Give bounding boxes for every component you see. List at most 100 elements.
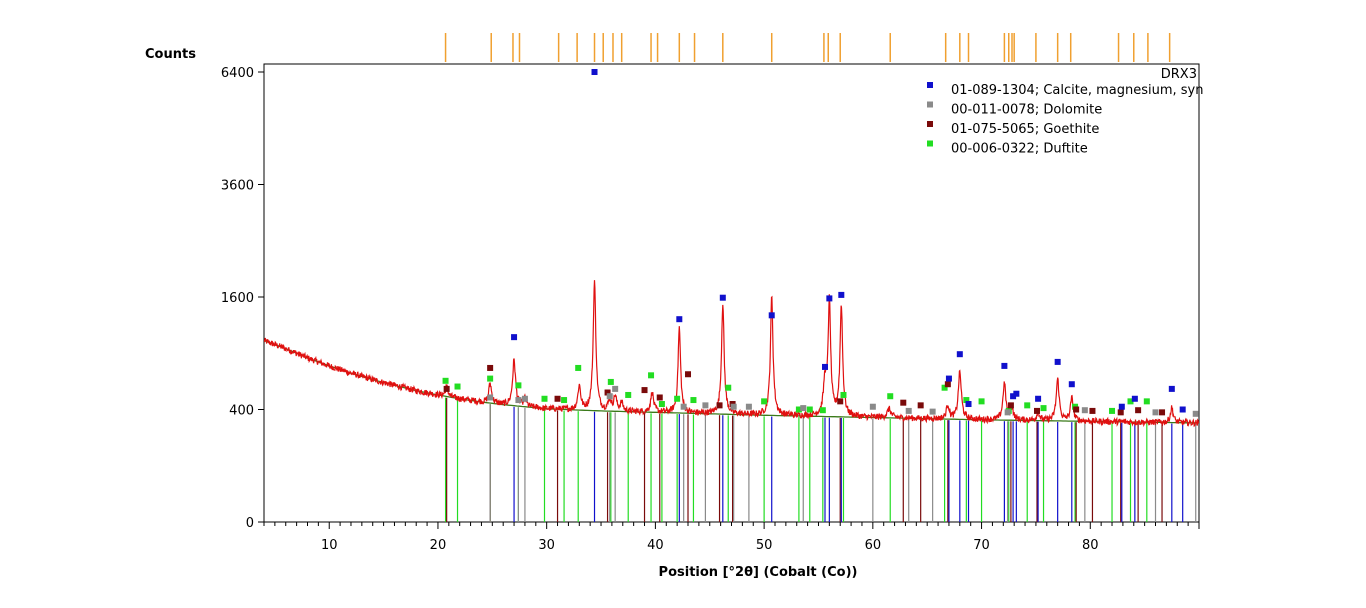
dolomite-reference-marker (521, 395, 528, 402)
goethite-reference-marker (443, 385, 450, 392)
goethite-reference-marker (1135, 407, 1142, 414)
calcite-reference-marker (768, 312, 775, 319)
y-tick-label: 400 (229, 404, 254, 419)
legend: 01-089-1304; Calcite, magnesium, syn 00-0… (927, 82, 1203, 157)
calcite-reference-marker (965, 401, 972, 408)
calcite-reference-marker (945, 375, 952, 382)
x-tick-label: 60 (865, 538, 882, 553)
dolomite-reference-marker (1004, 409, 1011, 416)
dolomite-reference-marker (487, 394, 494, 401)
duftite-reference-marker (625, 391, 632, 398)
goethite-reference-marker (1034, 407, 1041, 414)
duftite-reference-marker (454, 383, 461, 390)
calcite-reference-marker (719, 294, 726, 301)
duftite-reference-marker (963, 397, 970, 404)
goethite-reference-marker (944, 381, 951, 388)
calcite-reference-marker (511, 334, 518, 341)
goethite-reference-marker (837, 398, 844, 405)
axes: 0 400 1600 3600 6400 10 20 30 40 50 60 70 80 (221, 66, 1200, 553)
goethite-legend-label: 01-075-5065; Goethite (951, 122, 1099, 137)
duftite-reference-marker (819, 407, 826, 414)
dolomite-reference-marker (730, 403, 737, 410)
duftite-reference-marker (442, 377, 449, 384)
goethite-reference-marker (487, 364, 494, 371)
duftite-reference-marker (690, 397, 697, 404)
dolomite-reference-marker (745, 403, 752, 410)
dolomite-legend-marker (927, 101, 933, 108)
goethite-reference-marker (604, 389, 611, 396)
calcite-reference-marker (1131, 395, 1138, 402)
duftite-reference-marker (941, 384, 948, 391)
x-axis-title: Position [°2θ] (Cobalt (Co)) (659, 565, 858, 580)
calcite-reference-marker (1168, 385, 1175, 392)
reference-peak-lines (444, 397, 1197, 522)
peak-list-markers (444, 33, 1171, 62)
dolomite-reference-marker (905, 407, 912, 414)
dolomite-reference-marker (800, 405, 807, 412)
dolomite-reference-marker (1192, 410, 1199, 417)
y-axis-title: Counts (145, 47, 196, 62)
goethite-legend-marker (927, 121, 933, 127)
duftite-reference-marker (648, 372, 655, 379)
duftite-reference-marker (674, 395, 681, 402)
goethite-reference-marker (656, 394, 663, 401)
goethite-reference-marker (554, 395, 561, 402)
calcite-legend-label: 01-089-1304; Calcite, magnesium, syn (951, 83, 1203, 98)
x-tick-label: 10 (321, 538, 338, 553)
y-tick-label: 3600 (221, 179, 254, 194)
calcite-reference-marker (1010, 393, 1017, 400)
duftite-reference-marker (795, 406, 802, 413)
calcite-reference-marker (676, 316, 683, 323)
x-tick-label: 80 (1082, 538, 1099, 553)
goethite-reference-marker (641, 387, 648, 394)
calcite-reference-marker (1118, 403, 1125, 410)
dolomite-reference-marker (702, 402, 709, 409)
y-tick-label: 0 (246, 516, 254, 531)
x-tick-label: 40 (647, 538, 664, 553)
duftite-legend-marker (927, 140, 933, 147)
goethite-reference-marker (1159, 409, 1166, 416)
calcite-reference-marker (1054, 358, 1061, 365)
goethite-reference-marker (900, 399, 907, 406)
duftite-reference-marker (1127, 398, 1134, 405)
duftite-reference-marker (1109, 407, 1116, 414)
x-tick-label: 30 (538, 538, 555, 553)
x-tick-label: 20 (430, 538, 447, 553)
calcite-reference-marker (1068, 381, 1075, 388)
duftite-reference-marker (725, 384, 732, 391)
duftite-reference-marker (1040, 405, 1047, 412)
duftite-legend-label: 00-006-0322; Duftite (951, 142, 1088, 157)
duftite-reference-marker (761, 398, 768, 405)
duftite-reference-marker (887, 393, 894, 400)
dolomite-reference-marker (612, 385, 619, 392)
goethite-reference-marker (685, 371, 692, 378)
calcite-reference-marker (956, 351, 963, 358)
duftite-reference-marker (515, 382, 522, 389)
y-tick-label: 6400 (221, 66, 254, 81)
dolomite-reference-marker (1081, 407, 1088, 414)
y-tick-label: 1600 (221, 291, 254, 306)
sample-name-label: DRX3 (1161, 67, 1197, 82)
x-tick-label: 70 (973, 538, 990, 553)
calcite-reference-marker (591, 69, 598, 75)
dolomite-reference-marker (606, 393, 613, 400)
duftite-reference-marker (1143, 398, 1150, 405)
calcite-reference-marker (1001, 362, 1008, 369)
goethite-reference-marker (1117, 409, 1124, 416)
calcite-reference-marker (1035, 395, 1042, 402)
reference-peak-markers (442, 69, 1199, 417)
dolomite-reference-marker (515, 397, 522, 404)
dolomite-reference-marker (680, 403, 687, 410)
duftite-reference-marker (487, 375, 494, 382)
duftite-reference-marker (561, 397, 568, 404)
dolomite-reference-marker (929, 408, 936, 415)
duftite-reference-marker (607, 378, 614, 385)
goethite-reference-marker (1073, 406, 1080, 413)
dolomite-reference-marker (869, 403, 876, 410)
x-tick-label: 50 (756, 538, 773, 553)
calcite-reference-marker (838, 291, 845, 298)
goethite-reference-marker (1089, 407, 1096, 414)
calcite-reference-marker (822, 363, 828, 370)
duftite-reference-marker (541, 395, 548, 402)
